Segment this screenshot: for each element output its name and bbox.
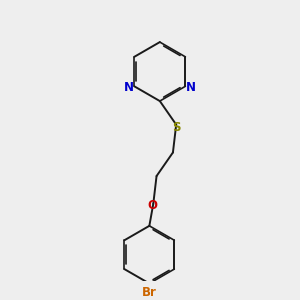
Text: O: O: [148, 199, 158, 212]
Text: S: S: [172, 121, 181, 134]
Text: N: N: [123, 81, 134, 94]
Text: Br: Br: [142, 286, 157, 299]
Text: N: N: [186, 81, 196, 94]
